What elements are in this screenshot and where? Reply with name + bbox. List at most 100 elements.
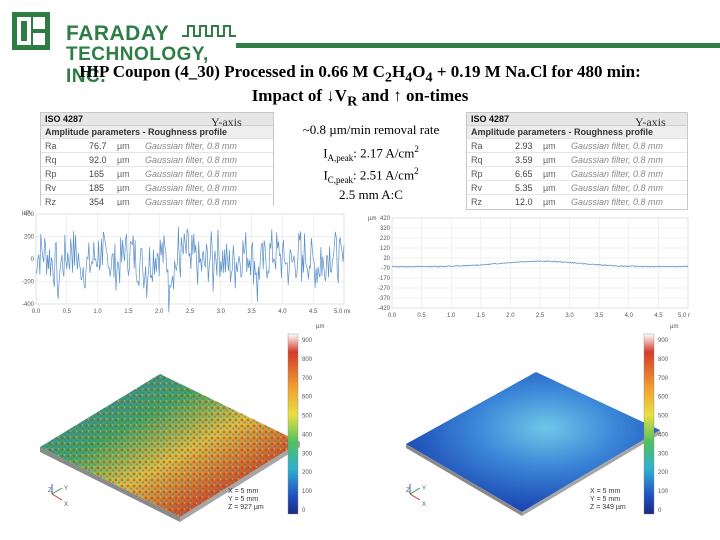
x-tick-label: 0.5 xyxy=(417,313,426,319)
right-profile-line xyxy=(391,260,689,268)
scale-tick-label: 100 xyxy=(658,489,669,495)
right-surface-svg: µm 900 800 700 600 500 400 300 200 100 0 Z Y X xyxy=(406,324,678,516)
scale-tick-label: 300 xyxy=(658,451,669,457)
x-tick-label: 5.0 mm xyxy=(678,313,690,319)
x-tick-label: 1.0 xyxy=(93,309,102,315)
x-tick-label: 4.5 xyxy=(309,309,318,315)
right-profile-svg: µm 420 320 220 120 20 -70 -170 -270 -370 -420 0.0… xyxy=(368,216,698,319)
scale-tick-label: 100 xyxy=(302,489,313,495)
svg-text:Y: Y xyxy=(422,486,426,492)
y-tick-label: 400 xyxy=(24,212,35,218)
removal-rate: ~0.8 µm/min removal rate xyxy=(302,122,440,137)
x-tick-label: 2.0 xyxy=(506,313,515,319)
x-tick-label: 1.5 xyxy=(477,313,486,319)
table-row: Rz 12.0 µm Gaussian filter, 0.8 mm xyxy=(467,194,687,208)
yaxis-tag: Y-axis xyxy=(635,115,666,129)
x-tick-label: 2.5 xyxy=(536,313,545,319)
y-tick-label: -370 xyxy=(378,296,391,302)
company-logo: FARADAY TECHNOLOGY, INC. xyxy=(12,12,237,87)
y-tick-label: -270 xyxy=(378,286,391,292)
scale-tick-label: 200 xyxy=(302,470,313,476)
left-roughness-table: ISO 4287 Amplitude parameters - Roughnes… xyxy=(40,112,274,210)
scale-tick-label: 700 xyxy=(658,376,669,382)
scale-tick-label: 500 xyxy=(302,414,313,420)
surface-dimensions: X = 5 mm Y = 5 mm Z = 349 µm xyxy=(590,488,626,511)
scale-tick-label: 0 xyxy=(302,508,306,514)
left-profile-line xyxy=(35,226,345,313)
x-tick-label: 4.0 xyxy=(278,309,287,315)
x-tick-label: 1.5 xyxy=(124,309,133,315)
scale-tick-label: 500 xyxy=(658,414,669,420)
y-tick-label: -400 xyxy=(22,302,35,308)
left-surface-svg: µm 900 800 700 600 500 400 300 200 100 0 Z Y X xyxy=(40,324,324,522)
scale-unit: µm xyxy=(316,324,324,330)
right-profile-chart: µm 420 320 220 120 20 -70 -170 -270 -370 -420 0.0… xyxy=(368,214,698,322)
x-tick-label: 3.5 xyxy=(247,309,256,315)
table-row: Rv 5.35 µm Gaussian filter, 0.8 mm xyxy=(467,180,687,194)
svg-text:Z: Z xyxy=(406,488,410,494)
x-tick-label: 2.5 xyxy=(186,309,195,315)
yaxis-tag: Y-axis xyxy=(211,115,242,129)
table-section: Amplitude parameters - Roughness profile xyxy=(467,125,687,138)
svg-text:X: X xyxy=(422,502,426,508)
table-section: Amplitude parameters - Roughness profile xyxy=(41,125,273,138)
scale-tick-label: 900 xyxy=(302,338,313,344)
height-color-scale xyxy=(287,333,299,515)
table-row: Rp 165 µm Gaussian filter, 0.8 mm xyxy=(41,166,273,180)
x-tick-label: 2.0 xyxy=(155,309,164,315)
profile-unit-label: µm xyxy=(22,210,30,216)
table-row: Rv 185 µm Gaussian filter, 0.8 mm xyxy=(41,180,273,194)
scale-tick-label: 300 xyxy=(302,451,313,457)
svg-text:Z: Z xyxy=(48,488,52,494)
x-tick-label: 0.5 xyxy=(63,309,72,315)
scale-tick-label: 800 xyxy=(658,357,669,363)
y-tick-label: 0 xyxy=(31,257,35,263)
square-wave-icon xyxy=(182,25,236,37)
electrode-gap: 2.5 mm A:C xyxy=(339,187,403,202)
header-rule xyxy=(236,43,720,48)
x-tick-label: 1.0 xyxy=(447,313,456,319)
y-tick-label: 420 xyxy=(380,216,391,222)
scale-tick-label: 900 xyxy=(658,338,669,344)
table-row: Rz 354 µm Gaussian filter, 0.8 mm xyxy=(41,194,273,208)
surface-dimensions: X = 5 mm Y = 5 mm Z = 927 µm xyxy=(228,488,264,511)
table-row: Rq 92.0 µm Gaussian filter, 0.8 mm xyxy=(41,152,273,166)
profile-unit-label: µm xyxy=(368,216,376,222)
x-tick-label: 0.0 xyxy=(32,309,41,315)
y-tick-label: -200 xyxy=(22,280,35,286)
scale-tick-label: 200 xyxy=(658,470,669,476)
x-tick-label: 3.0 xyxy=(565,313,574,319)
height-color-scale xyxy=(643,333,655,515)
table-row: Rp 6.65 µm Gaussian filter, 0.8 mm xyxy=(467,166,687,180)
slide-title-line1: HIP Coupon (4_30) Processed in 0.66 M C2… xyxy=(79,62,641,86)
scale-tick-label: 400 xyxy=(658,432,669,438)
y-tick-label: 200 xyxy=(24,235,35,241)
y-tick-label: -420 xyxy=(378,306,391,312)
cathodic-peak-current: IC,peak: 2.51 A/cm2 xyxy=(323,166,419,185)
logo-text-line2: TECHNOLOGY, INC. xyxy=(66,44,209,87)
y-tick-label: 120 xyxy=(380,246,391,252)
scale-tick-label: 800 xyxy=(302,357,313,363)
scale-tick-label: 700 xyxy=(302,376,313,382)
axis-triad-icon: Z Y X xyxy=(406,484,426,508)
logo-mark-icon xyxy=(12,12,50,50)
svg-text:X: X xyxy=(64,502,68,508)
y-tick-label: -170 xyxy=(378,276,391,282)
anodic-peak-current: IA,peak: 2.17 A/cm2 xyxy=(323,144,419,163)
logo-text-line1: FARADAY xyxy=(66,22,170,45)
scale-tick-label: 600 xyxy=(302,395,313,401)
left-3d-surface: µm 900 800 700 600 500 400 300 200 100 0 Z Y X X … xyxy=(30,322,330,522)
right-3d-surface: µm 900 800 700 600 500 400 300 200 100 0 Z Y X X … xyxy=(388,322,688,522)
y-tick-label: 220 xyxy=(380,236,391,242)
x-tick-label: 5.0 mm xyxy=(334,309,350,315)
scale-unit: µm xyxy=(670,324,678,330)
x-tick-label: 3.5 xyxy=(595,313,604,319)
scale-tick-label: 600 xyxy=(658,395,669,401)
table-row: Ra 2.93 µm Gaussian filter, 0.8 mm xyxy=(467,138,687,152)
x-tick-label: 3.0 xyxy=(217,309,226,315)
left-profile-svg: µm 400 200 0 -200 -400 0.0 0.5 1.0 1.5 2.0 2.5 3.0… xyxy=(22,210,354,315)
left-profile-chart: µm 400 200 0 -200 -400 0.0 0.5 1.0 1.5 2.0 2.5 3.0… xyxy=(22,206,354,318)
axis-triad-icon: Z Y X xyxy=(48,484,68,508)
table-standard: ISO 4287 xyxy=(41,113,273,125)
y-tick-label: -70 xyxy=(381,266,390,272)
